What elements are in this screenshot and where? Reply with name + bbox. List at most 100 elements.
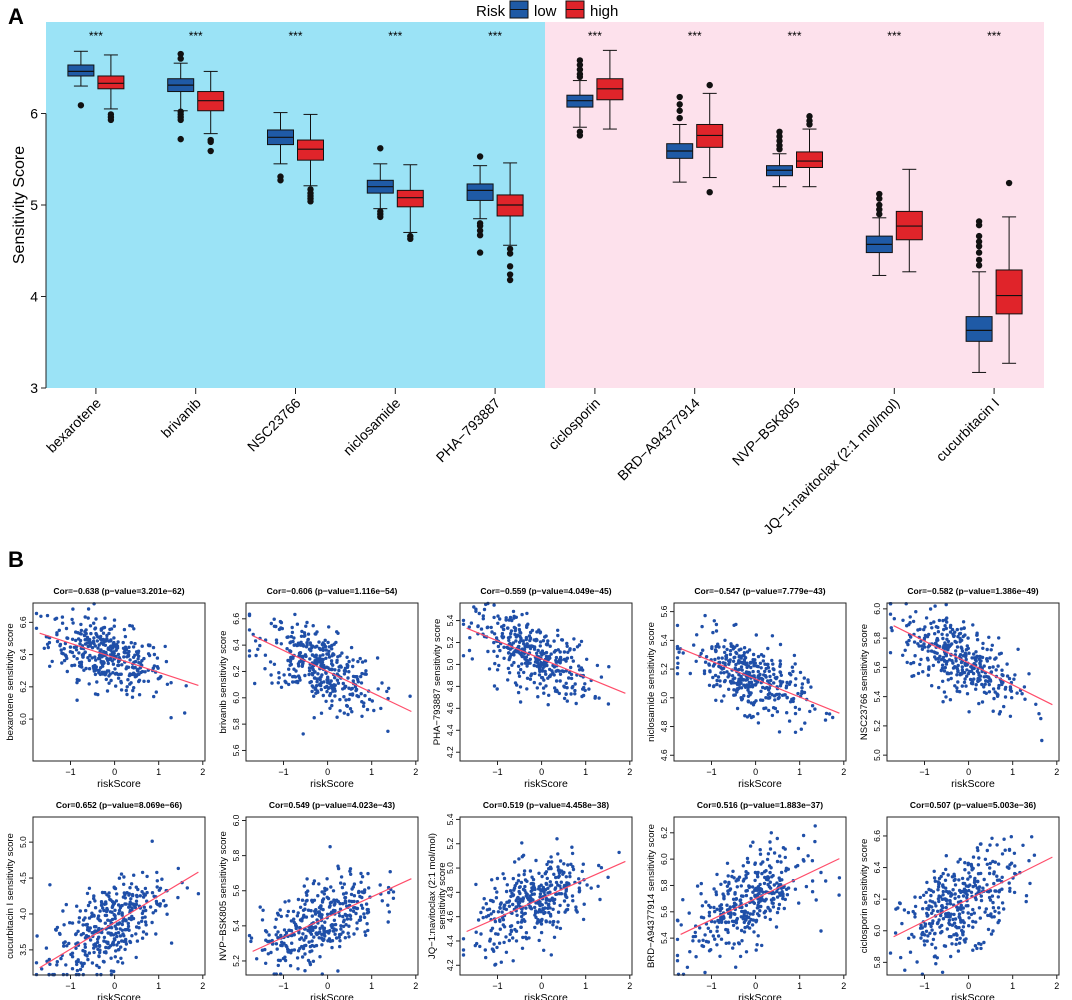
scatter-point [520, 841, 524, 845]
scatter-point [966, 636, 970, 640]
scatter-point [725, 903, 729, 907]
scatter-point [541, 885, 545, 890]
scatter-point [685, 965, 690, 969]
scatter-point [366, 928, 370, 933]
scatter-point [1009, 835, 1013, 839]
scatter-point [1000, 668, 1004, 672]
regression-line [252, 878, 412, 952]
scatter-point [769, 831, 773, 835]
outlier-point [576, 57, 584, 64]
scatter-point [916, 628, 920, 632]
scatter-point [732, 623, 736, 627]
scatter-point [946, 678, 950, 682]
scatter-point [794, 677, 798, 681]
scatter-point [327, 937, 332, 941]
scatter-point [363, 659, 368, 663]
scatter-point [151, 911, 155, 915]
outlier-point [476, 222, 484, 230]
scatter-point [539, 888, 543, 892]
scatter-point [79, 628, 84, 633]
scatter-point [352, 932, 356, 936]
scatter-point [715, 682, 719, 687]
scatter-point [508, 615, 513, 620]
scatter-point [132, 627, 136, 631]
scatter-point [785, 680, 789, 685]
scatter-point [314, 931, 318, 935]
scatter-point [974, 659, 978, 663]
scatter-point [346, 676, 350, 680]
scatter-point [731, 659, 736, 663]
y-tick-label: 6.2 [18, 681, 28, 693]
scatter-point [333, 909, 337, 913]
scatter-point [544, 684, 548, 688]
scatter-point [60, 615, 65, 619]
outlier-point [776, 133, 783, 140]
box-body [67, 64, 95, 77]
scatter-point [385, 689, 389, 694]
scatter-point [120, 922, 125, 927]
scatter-point [778, 642, 783, 647]
scatter-point [974, 683, 978, 687]
scatter-point [985, 647, 989, 652]
scatter-point [982, 685, 986, 689]
scatter-point [87, 658, 92, 663]
scatter-point [140, 919, 144, 923]
scatter-point [128, 886, 132, 890]
scatter-point [42, 646, 46, 650]
scatter-point [772, 681, 776, 685]
scatter-point [346, 931, 350, 935]
scatter-point [476, 918, 481, 922]
scatter-point [583, 688, 587, 693]
plot-frame [459, 602, 633, 762]
scatter-point [91, 931, 95, 935]
scatter-point [931, 937, 936, 942]
scatter-point [293, 675, 298, 679]
scatter-point [260, 918, 265, 922]
scatter-point [552, 872, 556, 876]
scatter-point [969, 681, 974, 685]
regression-line [680, 858, 840, 935]
scatter-point [255, 957, 259, 961]
scatter-point [941, 893, 945, 897]
scatter-point [985, 848, 989, 853]
x-tick-label: −1 [65, 981, 75, 991]
scatter-point [538, 895, 542, 899]
scatter-point [927, 632, 931, 637]
outlier-point [377, 145, 384, 152]
scatter-point [303, 952, 307, 956]
scatter-point [731, 946, 735, 950]
outlier-point [177, 55, 184, 62]
scatter-point [944, 602, 948, 607]
scatter-point [119, 872, 124, 876]
significance-label: *** [987, 29, 1001, 43]
scatter-point [754, 948, 758, 952]
scatter-point [46, 645, 50, 650]
scatter-point [746, 688, 750, 692]
scatter-point [713, 657, 717, 662]
scatter-point [134, 650, 139, 654]
scatter-point [60, 621, 65, 625]
scatter-point [522, 670, 526, 675]
scatter-point [952, 912, 956, 917]
scatter-point [813, 707, 817, 711]
scatter-point [114, 927, 119, 931]
scatter-point [565, 644, 569, 648]
scatter-point [326, 640, 330, 645]
scatter-point [165, 682, 170, 686]
scatter-point [985, 883, 989, 887]
scatter-point [971, 948, 975, 952]
scatter-point [344, 923, 348, 927]
scatter-point [932, 869, 936, 873]
scatter-point [339, 924, 343, 928]
y-tick-label: 6.4 [872, 861, 882, 873]
scatter-point [733, 655, 737, 659]
scatter-point [792, 653, 797, 658]
scatter-point [183, 711, 187, 715]
scatter-point [735, 885, 739, 889]
scatter-point [96, 646, 100, 650]
scatter-point [62, 944, 66, 948]
scatter-point [81, 948, 85, 953]
scatter-point [343, 936, 347, 940]
scatter-point [931, 919, 935, 923]
scatter-point [121, 640, 125, 645]
